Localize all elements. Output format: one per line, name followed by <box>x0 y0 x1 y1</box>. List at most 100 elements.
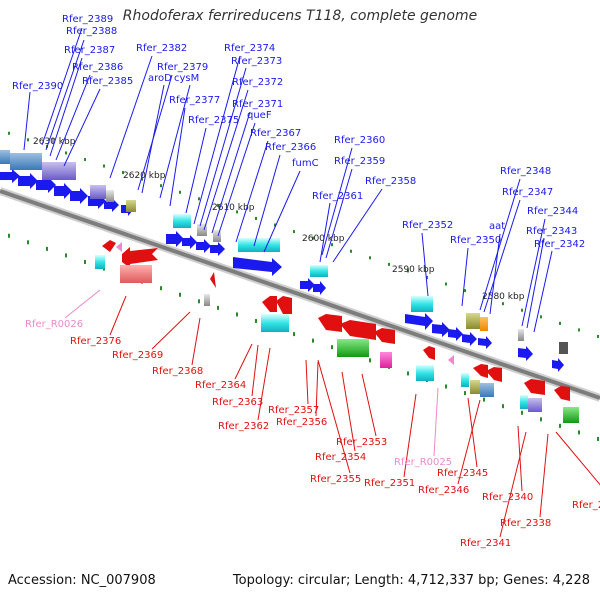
gene-label-top: Rfer_2387 <box>64 45 115 56</box>
gene-label-top: aroD <box>148 73 172 84</box>
gene-label-top: Rfer_2358 <box>365 176 416 187</box>
gene-label-top: Rfer_2386 <box>72 62 123 73</box>
track-mark <box>236 210 238 214</box>
track-mark <box>65 151 67 155</box>
track-mark <box>388 262 390 266</box>
gene-arrow <box>423 346 435 360</box>
track-mark <box>65 253 67 258</box>
gene-label-top: Rfer_2382 <box>136 43 187 54</box>
track-mark <box>578 328 580 332</box>
leader-line <box>263 170 301 253</box>
track-mark <box>236 312 238 317</box>
gene-label-top: Rfer_2377 <box>169 95 220 106</box>
gene-arrow <box>70 188 88 204</box>
gene-arrow <box>313 281 326 295</box>
gene-label-bottom: Rfer_R0026 <box>25 319 83 330</box>
gene-box <box>528 398 542 412</box>
gene-box <box>416 365 434 381</box>
rna-arrow <box>116 242 122 252</box>
track-mark <box>407 269 409 273</box>
leader-line <box>361 373 377 437</box>
top-strand-boxes <box>0 150 568 354</box>
gene-label-top: Rfer_2379 <box>157 62 208 73</box>
leader-line <box>483 199 521 313</box>
leader-line <box>191 317 201 366</box>
gene-box <box>0 150 10 164</box>
gene-box <box>197 224 207 236</box>
track-mark <box>331 345 333 350</box>
gene-label-bottom: Rfer_2357 <box>268 405 319 416</box>
gene-box <box>261 314 289 332</box>
gene-label-bottom: Rfer_2362 <box>218 421 269 432</box>
gene-box <box>470 380 480 394</box>
leader-line <box>64 289 101 319</box>
gene-arrow <box>276 296 292 314</box>
gene-label-top: Rfer_2389 <box>62 14 113 25</box>
tick-label-2610: 2610 kbp <box>212 203 255 213</box>
leader-line <box>499 431 527 538</box>
gene-box <box>204 294 210 306</box>
gene-arrow <box>54 183 72 199</box>
track-mark <box>407 371 409 376</box>
gene-arrow <box>18 173 38 189</box>
gene-box <box>480 317 488 331</box>
gene-arrow <box>524 379 545 395</box>
track-mark <box>521 410 523 415</box>
rna-arrow <box>448 355 454 365</box>
track-mark <box>179 190 181 194</box>
track-mark <box>312 236 314 240</box>
gene-box <box>106 190 114 202</box>
gene-arrow <box>182 235 197 249</box>
gene-arrow <box>210 242 225 256</box>
track-mark <box>559 321 561 325</box>
gene-label-top: Rfer_2347 <box>502 187 553 198</box>
gene-label-top: Rfer_2352 <box>402 220 453 231</box>
genome-title: Rhodoferax ferrireducens T118, complete … <box>122 8 478 24</box>
gene-box <box>310 265 328 277</box>
leader-line <box>489 233 501 315</box>
track-mark <box>578 430 580 435</box>
track-mark <box>293 332 295 337</box>
track-mark <box>217 305 219 310</box>
gene-box <box>563 407 579 423</box>
gene-arrow <box>340 320 376 340</box>
track-mark <box>46 246 48 251</box>
gene-arrow <box>233 257 282 276</box>
leader-line <box>403 393 417 478</box>
leader-line <box>169 107 186 207</box>
track-mark <box>103 164 105 168</box>
track-mark <box>255 318 257 323</box>
gene-arrow <box>318 314 342 332</box>
leader-line <box>45 39 85 151</box>
track-mark <box>122 171 124 175</box>
gene-label-top: Rfer_2366 <box>265 142 316 153</box>
gene-label-top: Rfer_2348 <box>500 166 551 177</box>
gene-box <box>238 238 280 252</box>
track-mark <box>198 299 200 304</box>
gene-arrow <box>518 346 533 361</box>
leader-line <box>526 237 545 329</box>
gene-label-bottom: Rfer_2355 <box>310 474 361 485</box>
gene-arrow <box>432 322 450 337</box>
track-mark <box>369 256 371 260</box>
leader-line <box>479 178 521 311</box>
leader-line <box>159 84 191 199</box>
track-mark <box>27 138 29 142</box>
track-mark <box>312 338 314 343</box>
leader-line <box>109 55 153 179</box>
gene-arrow <box>36 177 56 193</box>
gene-arrow <box>210 272 216 288</box>
leader-line <box>41 27 83 146</box>
gene-box <box>461 373 469 387</box>
leader-line <box>461 247 469 307</box>
leader-line <box>193 55 241 225</box>
track-mark <box>350 249 352 253</box>
gene-arrow <box>122 247 158 268</box>
tick-label-2620: 2620 kbp <box>123 171 166 181</box>
gene-box <box>337 339 369 357</box>
leader-line <box>109 295 127 336</box>
rna-marks <box>116 242 454 365</box>
gene-label-top: Rfer_2388 <box>66 26 117 37</box>
tick-label-2600: 2600 kbp <box>302 234 345 244</box>
